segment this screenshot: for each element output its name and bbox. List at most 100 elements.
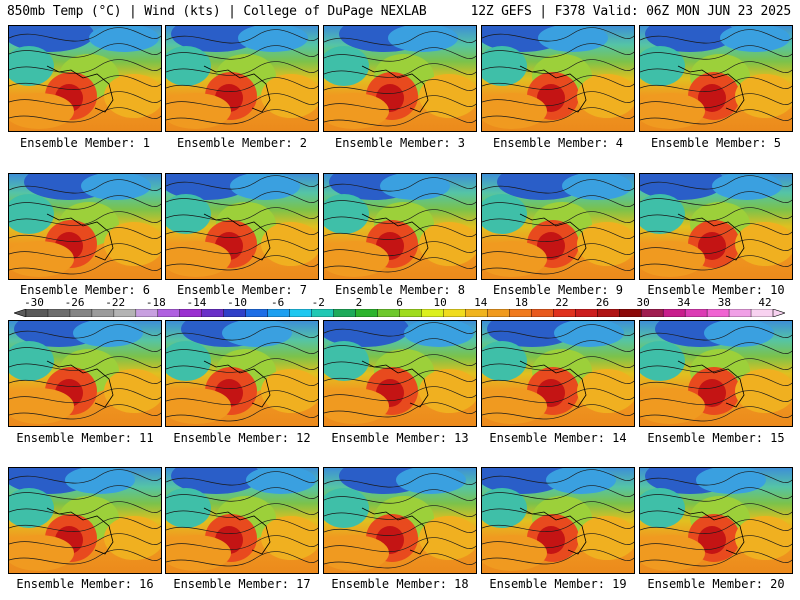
ensemble-map-panel — [323, 320, 477, 427]
ensemble-map-panel — [481, 320, 635, 427]
height-contour — [166, 342, 318, 357]
height-contour — [640, 551, 792, 567]
height-contour — [324, 225, 476, 240]
cool-region — [222, 321, 292, 347]
height-contour — [640, 239, 792, 255]
height-contour — [9, 356, 161, 371]
colorbar-tick-label: -6 — [271, 296, 285, 309]
height-contour — [324, 505, 476, 520]
height-contour — [166, 326, 318, 341]
member-label: Ensemble Member: 11 — [16, 431, 154, 445]
colorbar-low-arrow — [14, 309, 27, 317]
coastline — [46, 360, 114, 408]
colorbar-swatch — [487, 309, 510, 317]
maritime-region — [166, 46, 211, 86]
height-contour — [482, 324, 634, 339]
ensemble-map-panel — [323, 173, 477, 280]
warm-region — [261, 516, 318, 560]
height-contour — [324, 386, 476, 402]
height-contour — [482, 549, 634, 565]
ocean-warm-region — [324, 388, 389, 424]
cold-region — [645, 26, 735, 52]
member-label: Ensemble Member: 4 — [492, 136, 624, 150]
colorbar-swatch — [553, 309, 576, 317]
height-contour — [9, 388, 161, 404]
member-label: Ensemble Member: 13 — [331, 431, 469, 445]
cool-region — [538, 26, 608, 52]
colorbar-swatch — [69, 309, 93, 317]
height-contour — [640, 93, 792, 109]
height-contour — [324, 111, 476, 127]
height-contour — [482, 91, 634, 107]
colorbar-swatch — [662, 309, 686, 317]
temperature-field — [9, 26, 161, 129]
warm-region — [419, 516, 476, 560]
coastline — [519, 507, 587, 555]
colorbar-swatch — [619, 309, 642, 317]
maritime-region — [482, 46, 527, 86]
ocean-warm-region — [482, 93, 547, 129]
warm-region — [577, 516, 634, 560]
height-contour — [482, 195, 634, 210]
colorbar-swatch — [421, 309, 444, 317]
member-label: Ensemble Member: 8 — [334, 283, 466, 297]
temperature-field — [482, 468, 634, 571]
height-contour — [324, 79, 476, 94]
ensemble-map-panel — [8, 25, 162, 132]
height-contour — [324, 402, 476, 418]
height-contour — [166, 61, 318, 76]
colorbar-swatch — [311, 309, 335, 317]
cool-region — [396, 468, 466, 494]
warm-region — [735, 516, 792, 560]
colorbar-tick-label: 14 — [474, 296, 488, 309]
colorbar-tick-label: -2 — [311, 296, 325, 309]
cold-region — [9, 26, 94, 52]
cool-region — [562, 174, 632, 200]
colorbar-swatch — [25, 309, 49, 317]
colorbar-tick-label: 30 — [636, 296, 650, 309]
coastline — [361, 213, 429, 261]
coastline — [203, 65, 271, 113]
coastline — [203, 213, 271, 261]
height-contour — [166, 487, 318, 502]
colorbar-high-arrow — [772, 309, 785, 317]
cool-region — [230, 174, 300, 200]
height-contour — [482, 179, 634, 194]
maritime-region — [482, 341, 527, 381]
ensemble-map-panel — [639, 25, 793, 132]
warm-region — [419, 369, 476, 413]
warm-region — [419, 222, 476, 266]
ensemble-map-panel — [481, 173, 635, 280]
ensemble-map-panel — [165, 320, 319, 427]
height-contour — [640, 406, 792, 422]
colorbar-swatch — [443, 309, 466, 317]
ensemble-map-panel — [481, 467, 635, 574]
height-contour — [9, 485, 161, 500]
colorbar-swatch — [113, 309, 137, 317]
height-contour — [482, 43, 634, 58]
height-contour — [324, 489, 476, 504]
temperature-field — [482, 26, 634, 129]
maritime-region — [9, 341, 54, 381]
height-contour — [640, 342, 792, 357]
coastline — [519, 65, 587, 113]
height-contour — [482, 107, 634, 123]
cold-region — [487, 321, 577, 347]
temperature-field — [640, 26, 792, 129]
colorbar-swatch — [135, 309, 159, 317]
temperature-colorbar — [14, 309, 785, 317]
height-contour — [324, 63, 476, 78]
member-label: Ensemble Member: 14 — [489, 431, 627, 445]
cold-region — [166, 174, 251, 200]
height-contour — [166, 406, 318, 422]
member-label: Ensemble Member: 19 — [489, 577, 627, 591]
temperature-field — [166, 174, 318, 277]
colorbar-swatch — [531, 309, 554, 317]
ensemble-map-panel — [639, 173, 793, 280]
height-contour — [640, 535, 792, 551]
member-label: Ensemble Member: 15 — [647, 431, 785, 445]
height-contour — [640, 519, 792, 534]
height-contour — [482, 259, 634, 275]
height-contour — [640, 207, 792, 222]
height-contour — [482, 59, 634, 74]
